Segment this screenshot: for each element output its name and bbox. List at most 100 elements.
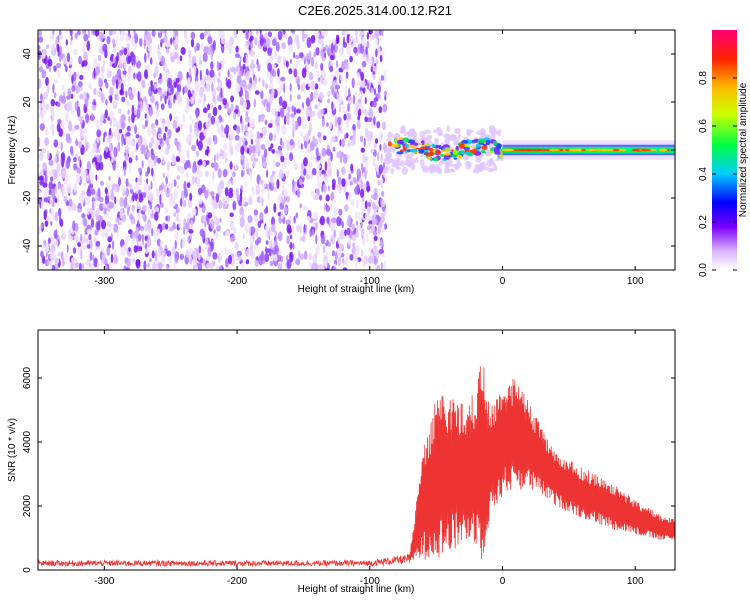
heatmap-cell: [317, 172, 320, 183]
heatmap-cell: [57, 194, 60, 204]
heatmap-cell: [401, 166, 409, 175]
heatmap-cell: [73, 48, 78, 56]
heatmap-cell: [219, 265, 223, 270]
heatmap-cell: [119, 128, 123, 134]
heatmap-cell: [304, 132, 310, 143]
heatmap-cell: [179, 55, 183, 62]
heatmap-cell: [353, 177, 357, 183]
heatmap-cell: [300, 131, 303, 137]
heatmap-cell: [259, 34, 264, 45]
heatmap-cell: [287, 36, 293, 47]
heatmap-cell: [185, 171, 190, 179]
heatmap-cell: [327, 167, 333, 177]
heatmap-cell: [191, 207, 197, 216]
heatmap-cell: [362, 86, 366, 94]
heatmap-cell: [70, 39, 73, 46]
heatmap-cell: [370, 87, 374, 93]
heatmap-cell: [90, 112, 94, 122]
heatmap-cell: [453, 157, 458, 160]
heatmap-cell: [65, 252, 68, 262]
x-tick-label: 0: [500, 276, 506, 287]
heatmap-cell: [310, 141, 315, 151]
heatmap-cell: [268, 248, 272, 257]
heatmap-cell: [51, 110, 55, 120]
heatmap-cell: [146, 151, 149, 162]
heatmap-cell: [62, 154, 66, 164]
heatmap-cell: [66, 52, 71, 63]
heatmap-cell: [485, 139, 491, 146]
heatmap-cell: [288, 44, 293, 53]
heatmap-cell: [175, 36, 179, 45]
heatmap-cell: [68, 101, 73, 111]
heatmap-cell: [382, 121, 386, 131]
heatmap-cell: [155, 104, 158, 115]
heatmap-cell: [307, 98, 311, 104]
heatmap-cell: [45, 44, 50, 49]
heatmap-cell: [332, 266, 337, 270]
heatmap-cell: [54, 257, 60, 265]
heatmap-cell: [303, 168, 307, 176]
heatmap-cell: [383, 210, 387, 216]
heatmap-cell: [359, 30, 363, 38]
heatmap-cell: [268, 123, 273, 128]
heatmap-cell: [57, 69, 61, 79]
heatmap-cell: [356, 72, 360, 80]
heatmap-cell: [302, 32, 305, 43]
heatmap-cell: [189, 123, 193, 135]
heatmap-cell: [310, 80, 316, 91]
heatmap-cell: [38, 44, 41, 51]
heatmap-cell: [273, 133, 277, 141]
heatmap-cell: [81, 194, 85, 204]
heatmap-cell: [80, 233, 83, 242]
heatmap-cell: [206, 122, 210, 129]
heatmap-cell: [86, 40, 91, 52]
heatmap-cell: [277, 231, 283, 242]
heatmap-cell: [265, 224, 268, 236]
heatmap-cell: [282, 100, 288, 110]
heatmap-cell: [428, 147, 434, 152]
heatmap-cell: [355, 245, 360, 255]
heatmap-cell: [157, 52, 162, 60]
heatmap-cell: [38, 66, 44, 73]
heatmap-cell: [202, 215, 207, 224]
heatmap-cell: [66, 244, 69, 253]
heatmap-cell: [246, 70, 251, 81]
heatmap-cell: [360, 249, 364, 258]
heatmap-cell: [353, 46, 358, 54]
heatmap-cell: [239, 81, 245, 87]
heatmap-cell: [113, 128, 117, 138]
heatmap-cell: [241, 120, 244, 131]
heatmap-cell: [62, 55, 68, 65]
heatmap-cell: [62, 230, 66, 241]
spectrogram-x-ticks: -300 -200 -100 0 100: [94, 30, 644, 287]
heatmap-cell: [79, 93, 84, 100]
heatmap-cell: [354, 30, 359, 37]
heatmap-cell: [377, 180, 381, 186]
heatmap-cell: [166, 265, 169, 270]
heatmap-cell: [186, 77, 191, 87]
heatmap-cell: [94, 229, 99, 236]
heatmap-cell: [168, 196, 173, 207]
heatmap-cell: [202, 52, 208, 63]
heatmap-cell: [285, 153, 291, 161]
heatmap-cell: [56, 163, 61, 173]
heatmap-cell: [272, 69, 277, 78]
heatmap-cell: [265, 83, 269, 90]
heatmap-cell: [110, 253, 114, 263]
heatmap-cell: [197, 170, 203, 178]
x-tick-label: -100: [360, 576, 380, 587]
heatmap-cell: [439, 153, 445, 157]
heatmap-cell: [352, 134, 357, 145]
heatmap-cell: [246, 248, 251, 257]
heatmap-cell: [44, 137, 49, 147]
heatmap-cell: [222, 57, 225, 66]
heatmap-cell: [361, 222, 364, 227]
heatmap-cell: [449, 134, 456, 142]
heatmap-cell: [483, 144, 487, 147]
heatmap-cell: [267, 62, 272, 72]
heatmap-cell: [173, 189, 179, 199]
heatmap-cell: [107, 136, 112, 144]
heatmap-cell: [372, 239, 376, 245]
heatmap-cell: [383, 90, 388, 97]
heatmap-cell: [158, 30, 161, 34]
